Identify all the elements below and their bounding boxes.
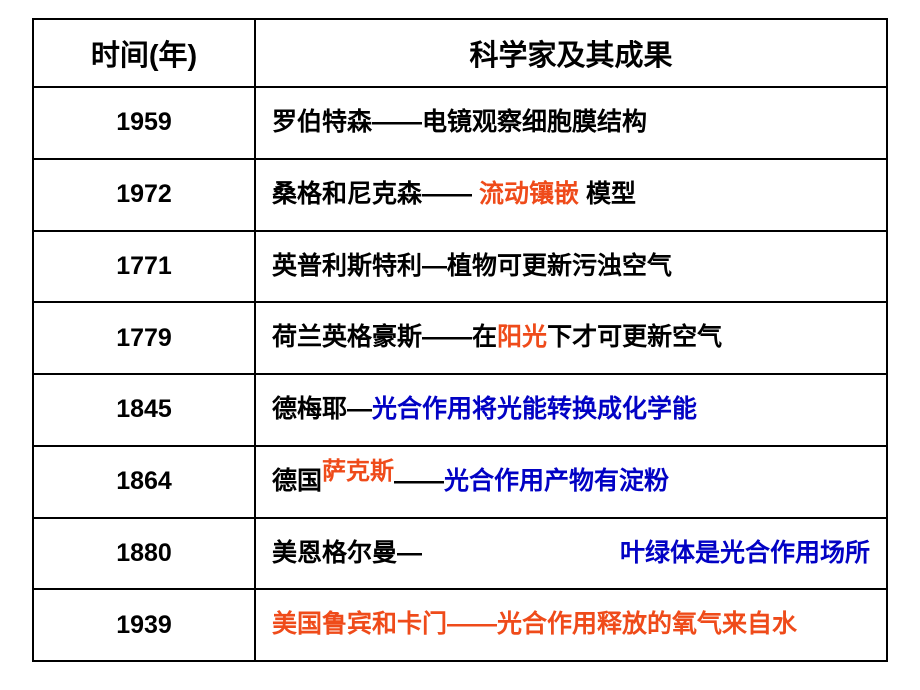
desc-cell: 德梅耶—光合作用将光能转换成化学能	[255, 374, 887, 446]
header-row: 时间(年) 科学家及其成果	[33, 19, 887, 87]
table-row: 1972 桑格和尼克森—— 流动镶嵌 模型	[33, 159, 887, 231]
year-cell: 1972	[33, 159, 255, 231]
table-row: 1880 美恩格尔曼— 叶绿体是光合作用场所	[33, 518, 887, 590]
desc-cell: 桑格和尼克森—— 流动镶嵌 模型	[255, 159, 887, 231]
text-pre: 德国	[272, 467, 322, 495]
year-cell: 1845	[33, 374, 255, 446]
highlight-orange: 美国鲁宾和卡门——光合作用释放的氧气来自水	[272, 610, 797, 638]
text-post: 下才可更新空气	[547, 323, 722, 351]
table-row: 1779 荷兰英格豪斯——在阳光下才可更新空气	[33, 302, 887, 374]
text-dash: ——	[394, 467, 444, 495]
desc-cell: 美恩格尔曼— 叶绿体是光合作用场所	[255, 518, 887, 590]
table-row: 1845 德梅耶—光合作用将光能转换成化学能	[33, 374, 887, 446]
table-row: 1959 罗伯特森——电镜观察细胞膜结构	[33, 87, 887, 159]
science-history-table: 时间(年) 科学家及其成果 1959 罗伯特森——电镜观察细胞膜结构 1972 …	[32, 18, 888, 662]
highlight-blue: 光合作用产物有淀粉	[444, 467, 669, 495]
desc-cell: 美国鲁宾和卡门——光合作用释放的氧气来自水	[255, 589, 887, 661]
highlight-orange: 流动镶嵌	[472, 180, 586, 208]
year-cell: 1939	[33, 589, 255, 661]
table-row: 1771 英普利斯特利—植物可更新污浊空气	[33, 231, 887, 303]
year-cell: 1779	[33, 302, 255, 374]
text-pre: 德梅耶—	[272, 395, 372, 423]
text-post: 模型	[586, 180, 636, 208]
desc-cell: 罗伯特森——电镜观察细胞膜结构	[255, 87, 887, 159]
text-pre: 荷兰英格豪斯——在	[272, 323, 497, 351]
year-cell: 1864	[33, 446, 255, 518]
highlight-blue: 叶绿体是光合作用场所	[620, 537, 870, 571]
table-row: 1939 美国鲁宾和卡门——光合作用释放的氧气来自水	[33, 589, 887, 661]
highlight-orange: 阳光	[497, 323, 547, 351]
desc-cell: 德国萨克斯——光合作用产物有淀粉	[255, 446, 887, 518]
text-pre: 桑格和尼克森——	[272, 180, 472, 208]
header-desc: 科学家及其成果	[255, 19, 887, 87]
year-cell: 1771	[33, 231, 255, 303]
highlight-sachs: 萨克斯	[322, 458, 394, 485]
header-year: 时间(年)	[33, 19, 255, 87]
desc-cell: 荷兰英格豪斯——在阳光下才可更新空气	[255, 302, 887, 374]
table-row: 1864 德国萨克斯——光合作用产物有淀粉	[33, 446, 887, 518]
highlight-blue: 光合作用将光能转换成化学能	[372, 395, 697, 423]
desc-cell: 英普利斯特利—植物可更新污浊空气	[255, 231, 887, 303]
year-cell: 1959	[33, 87, 255, 159]
year-cell: 1880	[33, 518, 255, 590]
text-pre: 美恩格尔曼—	[272, 537, 422, 571]
